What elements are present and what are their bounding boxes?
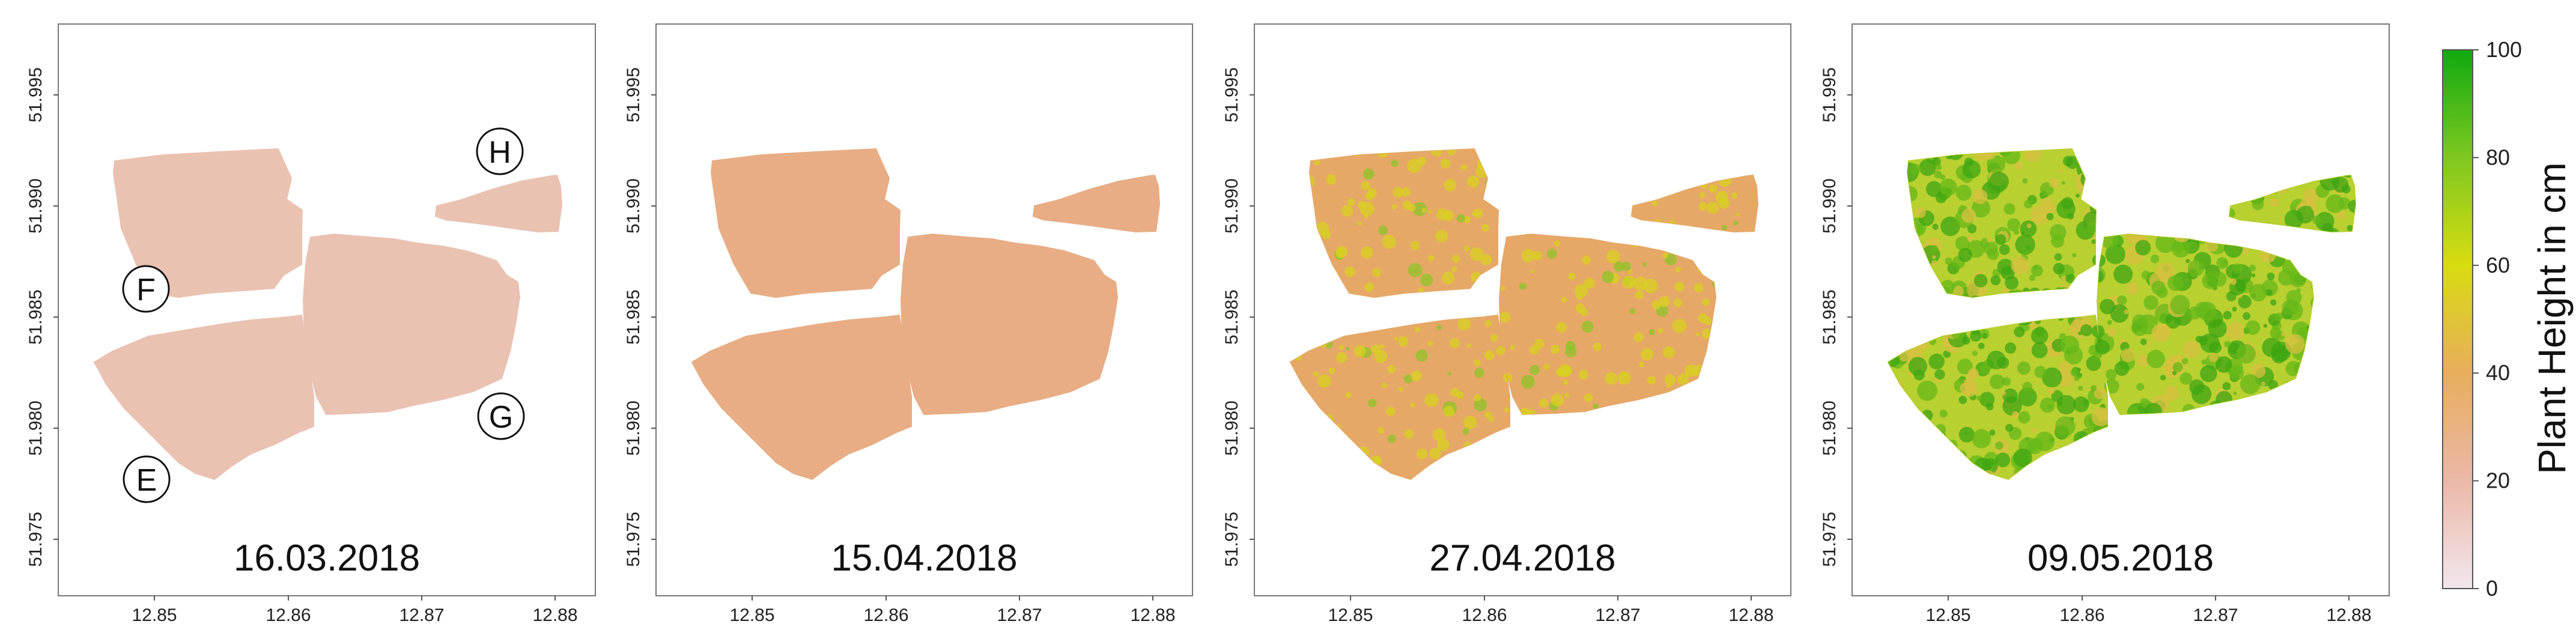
map-panel-1: 51.995 51.990 51.985 51.980 51.975 12.85 12.86… xyxy=(26,23,596,625)
y-tick-label: 51.995 xyxy=(26,67,46,123)
y-tick-label: 51.985 xyxy=(624,289,643,345)
panel-date: 16.03.2018 xyxy=(234,538,420,579)
field-area xyxy=(93,314,314,480)
map-panel-4: 51.995 51.990 51.985 51.980 51.975 12.85 12.86… xyxy=(1820,23,2390,625)
svg-text:H: H xyxy=(488,135,511,170)
y-tick-label: 51.980 xyxy=(1222,401,1242,456)
y-tick-label: 51.995 xyxy=(624,67,643,123)
y-tick-label: 51.995 xyxy=(1222,67,1242,123)
field-label-e: E xyxy=(123,455,171,503)
x-tick-label: 12.86 xyxy=(266,605,311,625)
panel-date: 27.04.2018 xyxy=(1429,538,1615,579)
y-tick-label: 51.995 xyxy=(1820,67,1839,123)
x-tick-label: 12.88 xyxy=(532,605,577,625)
x-tick-label: 12.87 xyxy=(997,605,1042,625)
panel-date: 15.04.2018 xyxy=(831,538,1017,579)
x-tick-label: 12.86 xyxy=(863,605,908,625)
colorbar-tick-label: 60 xyxy=(2486,253,2510,277)
x-tick-label: 12.88 xyxy=(2326,605,2371,625)
svg-text:F: F xyxy=(136,273,156,307)
panels-layer: 51.995 51.990 51.985 51.980 51.975 12.85 12.86… xyxy=(26,23,2390,625)
map-panel-2: 51.995 51.990 51.985 51.980 51.975 12.85 12.86… xyxy=(624,23,1193,625)
colorbar-tick-label: 40 xyxy=(2486,360,2510,385)
field-area xyxy=(112,148,303,298)
y-tick-label: 51.985 xyxy=(26,289,46,345)
colorbar-tick-label: 80 xyxy=(2486,145,2510,169)
colorbar-tick-label: 0 xyxy=(2486,576,2498,601)
y-tick-label: 51.985 xyxy=(1222,289,1242,345)
colorbar-tick-label: 100 xyxy=(2486,37,2522,62)
colorbar-tick-label: 20 xyxy=(2486,468,2510,493)
field-label-f: F xyxy=(122,265,170,313)
y-tick-label: 51.975 xyxy=(26,512,46,567)
svg-text:E: E xyxy=(136,463,157,498)
field-label-g: G xyxy=(477,392,525,440)
field-area xyxy=(434,174,563,233)
y-tick-label: 51.975 xyxy=(1222,512,1242,567)
colorbar-gradient xyxy=(2442,49,2473,589)
map-panel-3: 51.995 51.990 51.985 51.980 51.975 12.85 12.86… xyxy=(1222,23,1791,625)
y-tick-label: 51.980 xyxy=(26,401,46,456)
x-tick-label: 12.85 xyxy=(132,605,177,625)
colorbar: 100 80 60 40 20 0 Plant Height in cm xyxy=(2442,37,2574,601)
x-tick-label: 12.87 xyxy=(1595,605,1640,625)
y-tick-label: 51.990 xyxy=(1820,178,1839,234)
x-tick-label: 12.85 xyxy=(1328,605,1373,625)
colorbar-title: Plant Height in cm xyxy=(2530,162,2574,474)
x-tick-label: 12.86 xyxy=(2059,605,2104,625)
y-tick-label: 51.975 xyxy=(624,512,643,567)
svg-text:G: G xyxy=(489,400,513,435)
field-label-h: H xyxy=(476,127,524,175)
x-tick-label: 12.86 xyxy=(1462,605,1507,625)
y-tick-label: 51.985 xyxy=(1820,289,1839,345)
field-area xyxy=(691,314,912,480)
x-tick-label: 12.85 xyxy=(1925,605,1970,625)
x-tick-label: 12.88 xyxy=(1130,605,1175,625)
y-tick-label: 51.990 xyxy=(26,178,46,234)
y-tick-label: 51.990 xyxy=(1222,178,1242,234)
x-tick-label: 12.88 xyxy=(1728,605,1773,625)
x-tick-label: 12.85 xyxy=(729,605,774,625)
x-tick-label: 12.87 xyxy=(399,605,444,625)
panel-date: 09.05.2018 xyxy=(2028,538,2214,579)
y-tick-label: 51.975 xyxy=(1820,512,1839,567)
y-tick-label: 51.980 xyxy=(624,401,643,456)
field-area xyxy=(710,148,901,298)
y-tick-label: 51.990 xyxy=(624,178,643,234)
x-tick-label: 12.87 xyxy=(2193,605,2238,625)
y-tick-label: 51.980 xyxy=(1820,401,1839,456)
field-area xyxy=(1032,174,1161,233)
